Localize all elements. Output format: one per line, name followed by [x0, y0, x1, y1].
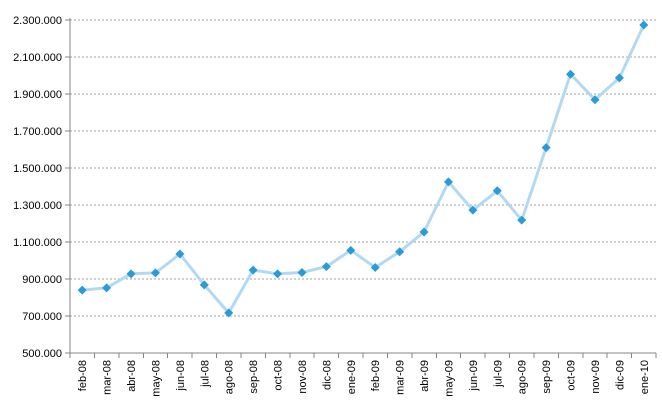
- data-point-marker: [273, 269, 283, 279]
- x-tick-label: ene-10: [639, 360, 651, 394]
- x-tick-label: dic-08: [321, 360, 333, 390]
- data-point-marker: [395, 247, 405, 257]
- y-tick-labels: 500.000 700.000 900.000 1.100.000 1.300.000 1…: [13, 15, 62, 360]
- data-point-marker: [639, 20, 649, 30]
- x-tick-label: abr-08: [126, 360, 138, 392]
- data-point-marker: [77, 285, 87, 295]
- x-tick-label: feb-08: [77, 360, 89, 391]
- x-tick-label: ene-09: [346, 360, 358, 394]
- x-tick-label: jun-09: [468, 360, 480, 392]
- x-tick-label: abr-09: [419, 360, 431, 392]
- data-point-marker: [443, 177, 453, 187]
- data-point-marker: [126, 269, 136, 279]
- x-tick-label: sep-09: [541, 360, 553, 394]
- data-point-marker: [102, 283, 112, 293]
- x-tick-label: jul-09: [492, 360, 504, 388]
- data-point-marker: [614, 73, 624, 83]
- data-point-marker: [346, 245, 356, 255]
- data-point-marker: [419, 227, 429, 237]
- x-tick-label: mar-08: [102, 360, 114, 395]
- x-tick-label: jun-08: [175, 360, 187, 392]
- x-tick-label: jul-08: [199, 360, 211, 388]
- x-tick-label: ago-09: [517, 360, 529, 394]
- gridlines: [70, 19, 656, 317]
- y-tick-label: 900.000: [22, 274, 62, 286]
- data-point-marker: [321, 262, 331, 272]
- data-point-marker: [297, 268, 307, 278]
- y-tick-label: 1.700.000: [13, 126, 62, 138]
- data-point-marker: [248, 265, 258, 275]
- x-tick-label: may-08: [150, 360, 162, 397]
- data-point-marker: [468, 205, 478, 215]
- x-tick-label: may-09: [443, 360, 455, 397]
- x-tick-label: oct-08: [273, 360, 285, 391]
- x-tick-label: feb-09: [370, 360, 382, 391]
- y-tick-label: 500.000: [22, 348, 62, 360]
- x-tick-label: nov-09: [590, 360, 602, 394]
- x-tick-label: mar-09: [395, 360, 407, 395]
- x-tick-label: nov-08: [297, 360, 309, 394]
- series-line: [80, 23, 646, 315]
- data-markers: [77, 20, 649, 318]
- data-point-marker: [175, 249, 185, 259]
- x-tick-label: dic-09: [614, 360, 626, 390]
- x-tick-label: sep-08: [248, 360, 260, 394]
- data-point-marker: [492, 186, 502, 196]
- y-tick-label: 1.300.000: [13, 200, 62, 212]
- data-point-marker: [224, 308, 234, 318]
- y-tick-label: 2.300.000: [13, 15, 62, 27]
- data-point-marker: [517, 215, 527, 225]
- y-tick-label: 1.100.000: [13, 237, 62, 249]
- x-tick-label: ago-08: [224, 360, 236, 394]
- data-point-marker: [566, 69, 576, 79]
- y-tick-label: 1.900.000: [13, 89, 62, 101]
- data-point-marker: [590, 95, 600, 105]
- data-point-marker: [370, 263, 380, 273]
- y-tick-label: 700.000: [22, 311, 62, 323]
- data-point-marker: [199, 280, 209, 290]
- x-tick-label: oct-09: [566, 360, 578, 391]
- data-point-marker: [541, 143, 551, 153]
- axes: [65, 18, 657, 358]
- x-tick-labels: feb-08 mar-08 abr-08 may-08 jun-08 jul-08 ago-…: [77, 360, 651, 397]
- y-tick-label: 1.500.000: [13, 163, 62, 175]
- series-line-group: [80, 23, 646, 315]
- y-tick-label: 2.100.000: [13, 52, 62, 64]
- data-point-marker: [150, 268, 160, 278]
